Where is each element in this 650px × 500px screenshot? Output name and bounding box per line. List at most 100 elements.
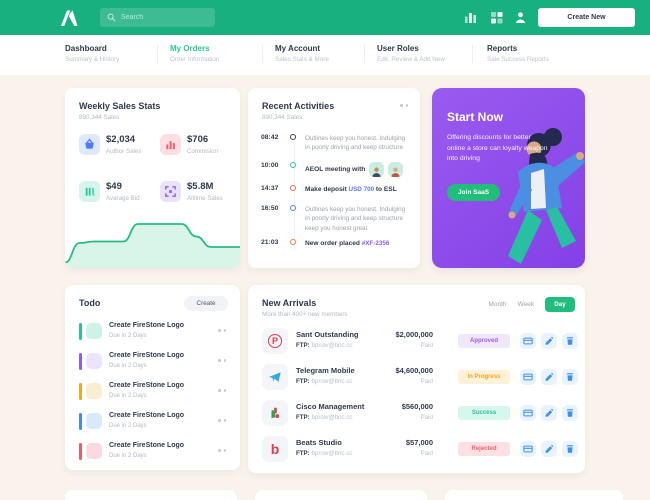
more-options-icon[interactable] xyxy=(218,449,226,452)
activity-highlight[interactable]: USD 700 xyxy=(348,186,375,193)
delete-icon[interactable] xyxy=(562,405,578,421)
todo-thumbnail xyxy=(86,413,102,429)
arrival-amount: $2,000,000 xyxy=(395,330,433,339)
delete-icon[interactable] xyxy=(562,441,578,457)
tab-title: Dashboard xyxy=(65,44,107,53)
create-new-button[interactable]: Create New xyxy=(538,8,635,27)
todo-color-bar xyxy=(79,443,82,460)
join-saas-button[interactable]: Join SaaS xyxy=(447,184,501,201)
more-options-icon[interactable] xyxy=(218,419,226,422)
stat-label: Avarage Bid xyxy=(106,194,140,202)
filter-day[interactable]: Day xyxy=(545,297,575,312)
avatar xyxy=(369,162,385,177)
filter-month[interactable]: Month xyxy=(488,301,507,308)
user-icon[interactable] xyxy=(514,11,527,24)
pinterest-logo: P xyxy=(262,328,288,354)
activity-bold-text: Make deposit xyxy=(305,186,347,193)
divider xyxy=(472,45,473,63)
divider xyxy=(157,45,158,63)
stat-value: $5.8M xyxy=(187,181,214,192)
more-options-icon[interactable] xyxy=(218,389,226,392)
todo-color-bar xyxy=(79,323,82,340)
delete-icon[interactable] xyxy=(562,333,578,349)
todo-item-title: Create FireStone Logo xyxy=(109,322,185,329)
wallet-icon[interactable] xyxy=(520,405,536,421)
tab-my-account[interactable]: My Account Sales Stats & More xyxy=(275,44,329,63)
divider xyxy=(262,45,263,63)
todo-item-title: Create FireStone Logo xyxy=(109,382,185,389)
todo-item[interactable]: Create FireStone Logo Due in 2 Days xyxy=(65,441,240,465)
frame-icon xyxy=(160,181,181,202)
edit-icon[interactable] xyxy=(541,333,557,349)
todo-title: Todo xyxy=(79,298,101,308)
weekly-sales-chart xyxy=(65,210,240,268)
arrival-amount: $560,000 xyxy=(401,402,433,411)
todo-color-bar xyxy=(79,383,82,400)
search-box[interactable] xyxy=(100,8,215,27)
more-options-icon[interactable] xyxy=(218,329,226,332)
todo-item[interactable]: Create FireStone Logo Due in 2 Days xyxy=(65,351,240,375)
todo-item[interactable]: Create FireStone Logo Due in 2 Days xyxy=(65,411,240,435)
chart-bars-icon xyxy=(160,134,181,155)
edit-icon[interactable] xyxy=(541,405,557,421)
wallet-icon[interactable] xyxy=(520,441,536,457)
todo-thumbnail xyxy=(86,323,102,339)
arrival-name: Sant Outstanding xyxy=(296,330,359,339)
wallet-icon[interactable] xyxy=(520,333,536,349)
edit-icon[interactable] xyxy=(541,369,557,385)
app-logo[interactable] xyxy=(58,9,80,26)
activities-title: Recent Activities xyxy=(262,101,335,111)
activity-bold-text: New order placed xyxy=(305,240,360,247)
todo-item-title: Create FireStone Logo xyxy=(109,352,185,359)
timeline-dot xyxy=(290,134,296,140)
activity-text: Outlines keep you honest. Indulging in p… xyxy=(305,206,406,232)
arrival-ftp: FTP: bprow@bnc.cc xyxy=(296,450,353,457)
arrival-name: Telegram Mobile xyxy=(296,366,355,375)
apps-grid-icon[interactable] xyxy=(490,11,503,24)
todo-item[interactable]: Create FireStone Logo Due in 2 Days xyxy=(65,321,240,345)
arrival-paid: Paid xyxy=(420,450,433,457)
arrival-ftp: FTP: bprow@bnc.cc xyxy=(296,342,353,349)
arrival-name: Cisco Management xyxy=(296,402,365,411)
stat-alltime-sales: $5.8M Alltime Sales xyxy=(160,181,223,202)
stat-label: Alltime Sales xyxy=(187,194,223,202)
timeline-dot xyxy=(290,162,296,168)
arrival-paid: Paid xyxy=(420,378,433,385)
todo-create-button[interactable]: Create xyxy=(184,296,228,311)
search-input[interactable] xyxy=(121,14,201,21)
stat-average-bid: $49 Avarage Bid xyxy=(79,181,140,202)
delete-icon[interactable] xyxy=(562,369,578,385)
status-badge: Approved xyxy=(458,334,510,348)
tab-reports[interactable]: Reports Sale Success Reports xyxy=(487,44,549,63)
stat-label: Commision xyxy=(187,147,218,155)
filter-week[interactable]: Week xyxy=(517,301,535,308)
activity-time: 10:00 xyxy=(261,162,279,169)
arrival-row: Cisco Management FTP: bprow@bnc.cc $560,… xyxy=(248,399,585,429)
divider xyxy=(364,45,365,63)
tab-dashboard[interactable]: Dashboard Summary & History xyxy=(65,44,119,63)
edit-icon[interactable] xyxy=(541,441,557,457)
activity-bold-text: to ESL xyxy=(375,186,397,193)
more-options-icon[interactable] xyxy=(400,104,408,107)
nav-bar: Dashboard Summary & History My Orders Or… xyxy=(0,35,650,75)
analytics-icon[interactable] xyxy=(464,11,477,24)
more-options-icon[interactable] xyxy=(218,359,226,362)
tab-my-orders[interactable]: My Orders Order Information xyxy=(170,44,219,63)
activity-bold-text: AEOL meeting with xyxy=(305,166,366,174)
recent-activities-card: Recent Activities 890,344 Sales 08:42 Ou… xyxy=(248,88,420,268)
wallet-icon[interactable] xyxy=(520,369,536,385)
stat-value: $49 xyxy=(106,181,122,192)
timeline-dot xyxy=(290,239,296,245)
arrival-amount: $57,000 xyxy=(405,438,433,447)
todo-item-title: Create FireStone Logo xyxy=(109,412,185,419)
stat-value: $706 xyxy=(187,134,209,145)
arrival-ftp: FTP: bprow@bnc.cc xyxy=(296,378,353,385)
activity-time: 21:03 xyxy=(261,239,279,246)
activities-subtitle: 890,344 Sales xyxy=(262,114,303,121)
search-icon xyxy=(107,13,116,22)
tab-user-roles[interactable]: User Roles Edit, Review & Add New xyxy=(377,44,445,63)
todo-item[interactable]: Create FireStone Logo Due in 2 Days xyxy=(65,381,240,405)
avatar xyxy=(388,162,404,177)
order-number-link[interactable]: #XF-2356 xyxy=(361,240,390,247)
